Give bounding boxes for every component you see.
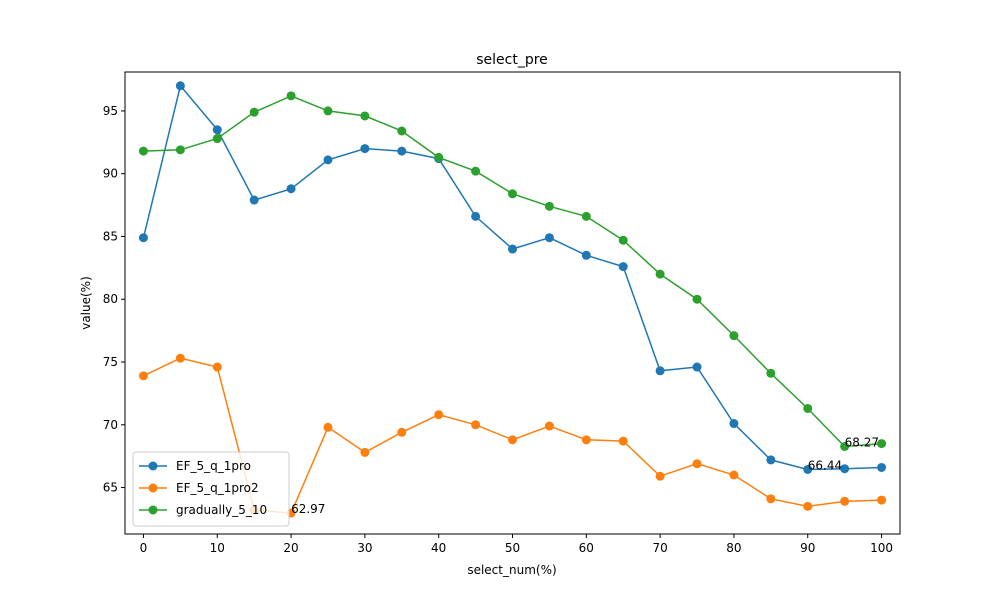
x-tick-label: 100 [870, 541, 893, 555]
x-tick-label: 80 [726, 541, 741, 555]
data-point [249, 195, 259, 205]
data-point [618, 262, 628, 272]
y-axis-label: value(%) [79, 276, 93, 330]
data-point [655, 471, 665, 481]
data-point [397, 146, 407, 156]
data-point [692, 362, 702, 372]
data-point [471, 420, 481, 430]
data-point [544, 201, 554, 211]
data-point [655, 269, 665, 279]
data-point [508, 435, 517, 445]
legend-marker [148, 461, 158, 471]
series-line-EF_5_q_1pro [142, 84, 882, 471]
data-point [618, 235, 628, 245]
chart-title: select_pre [476, 52, 548, 68]
x-tick-label: 20 [283, 541, 298, 555]
data-point [729, 470, 739, 480]
y-tick-label: 75 [103, 355, 118, 369]
x-tick-label: 70 [652, 541, 667, 555]
data-point [360, 111, 370, 121]
data-point [840, 441, 850, 451]
data-point [323, 106, 333, 116]
annotation-label: 68.27 [845, 435, 879, 449]
data-point [360, 144, 370, 154]
data-point [323, 422, 333, 432]
data-point [581, 211, 591, 221]
annotation-label: 66.44 [808, 458, 842, 472]
legend: EF_5_q_1pro EF_5_q_1pro2 gradually_5_10 [132, 451, 290, 527]
data-point [471, 166, 481, 176]
legend-box [132, 451, 290, 527]
x-axis-label: select_num(%) [467, 563, 556, 577]
data-point [840, 496, 850, 506]
series-line-gradually_5_10 [143, 95, 882, 448]
data-point [877, 439, 887, 449]
data-point [508, 244, 517, 254]
y-tick-label: 90 [103, 167, 118, 181]
data-point [212, 362, 222, 372]
data-point [581, 250, 591, 260]
data-point [877, 495, 887, 505]
data-point [138, 233, 148, 243]
x-tick-label: 40 [431, 541, 446, 555]
annotation-label: 62.97 [291, 502, 325, 516]
data-point [803, 403, 813, 413]
data-point [692, 294, 702, 304]
y-tick-label: 85 [103, 229, 118, 243]
data-point [286, 184, 296, 194]
legend-label: EF_5_q_1pro [176, 459, 251, 473]
data-point [729, 331, 739, 341]
data-point [840, 464, 850, 474]
data-point [692, 459, 702, 469]
x-tick-label: 0 [140, 541, 148, 555]
data-point [397, 126, 407, 136]
data-point [397, 427, 407, 437]
data-point [803, 464, 813, 474]
data-point [655, 366, 665, 376]
y-tick-label: 95 [103, 104, 118, 118]
data-point [212, 125, 222, 135]
data-point [471, 211, 481, 221]
y-tick-label: 65 [103, 481, 118, 495]
data-point [544, 233, 554, 243]
legend-marker [148, 483, 158, 493]
y-tick-label: 70 [103, 418, 118, 432]
y-tick-label: 80 [103, 292, 118, 306]
data-point [249, 107, 259, 117]
data-point [323, 155, 333, 165]
data-point [618, 436, 628, 446]
x-tick-label: 50 [505, 541, 520, 555]
data-point [766, 368, 776, 378]
data-point [766, 455, 776, 465]
data-point [544, 421, 554, 431]
data-point [138, 371, 148, 381]
data-point [175, 145, 185, 155]
data-point [175, 81, 185, 91]
data-point [286, 91, 296, 101]
data-point [212, 134, 222, 144]
x-tick-label: 60 [579, 541, 594, 555]
x-tick-label: 10 [210, 541, 225, 555]
data-point [508, 189, 517, 199]
data-point [175, 353, 185, 363]
x-tick-label: 30 [357, 541, 372, 555]
data-point [766, 494, 776, 504]
data-point [877, 462, 887, 472]
data-point [581, 435, 591, 445]
data-point [729, 419, 739, 429]
data-point [803, 501, 813, 511]
data-point [138, 146, 148, 156]
legend-marker [148, 505, 158, 515]
legend-label: gradually_5_10 [176, 503, 267, 517]
data-point [434, 152, 444, 162]
data-point [434, 410, 444, 420]
legend-label: EF_5_q_1pro2 [176, 481, 259, 495]
x-tick-label: 90 [800, 541, 815, 555]
data-point [360, 447, 370, 457]
